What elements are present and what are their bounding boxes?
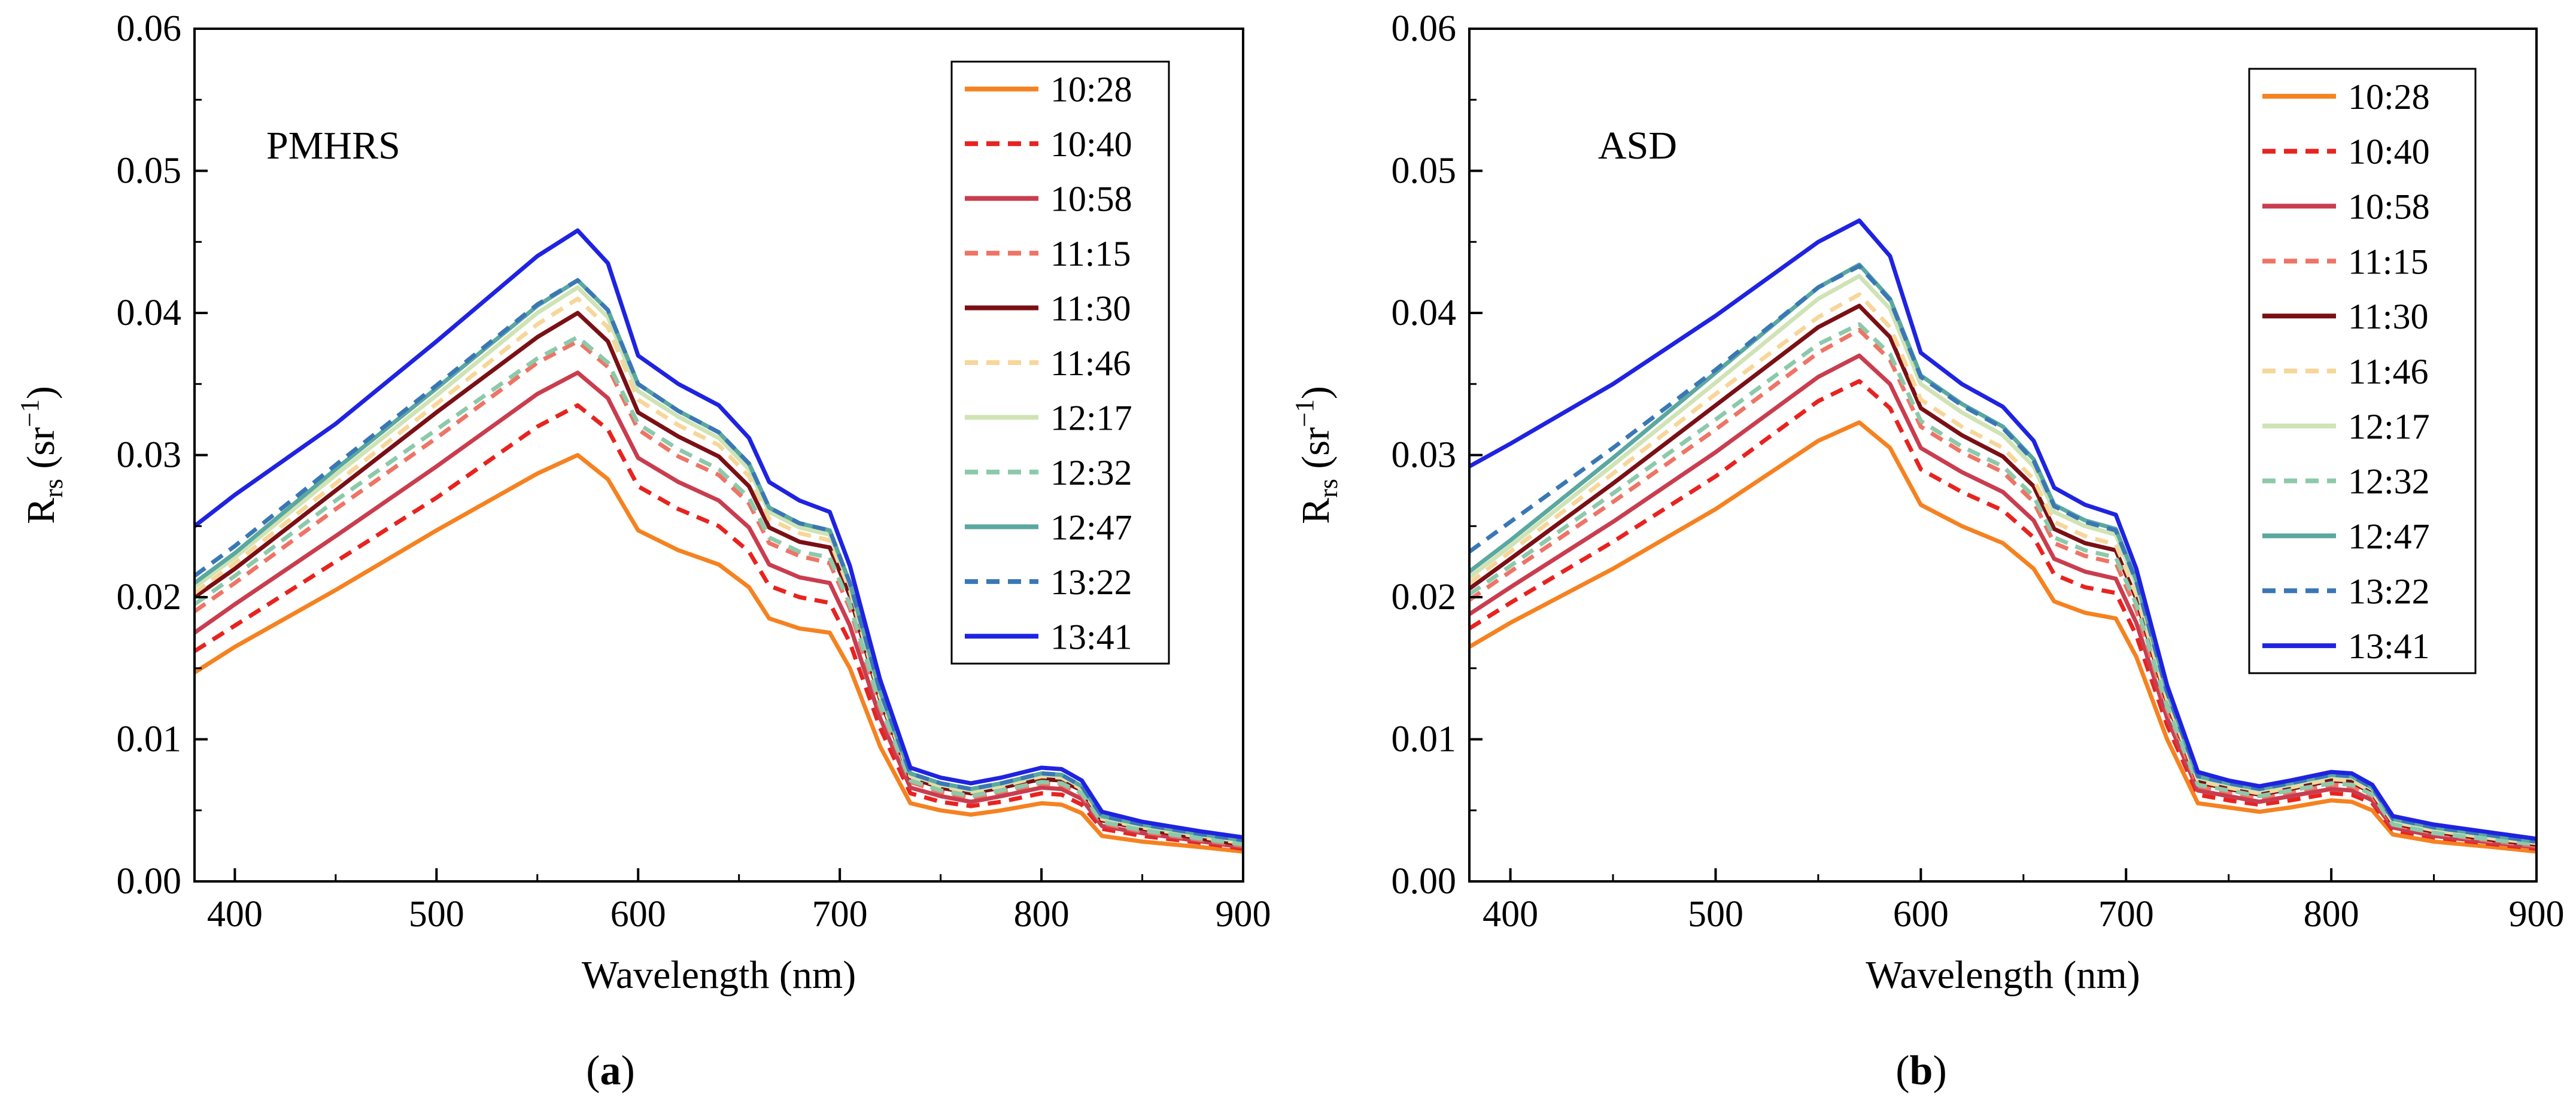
x-tick-label: 900 [2509,894,2565,935]
series-line-1322 [195,278,1243,843]
y-tick-label: 0.00 [117,861,182,902]
instrument-label: ASD [1598,124,1677,168]
legend-label: 10:58 [1050,180,1132,219]
x-tick-label: 700 [2098,894,2154,935]
y-tick-label: 0.06 [1392,8,1457,49]
series-line-1028 [195,453,1243,854]
legend-label: 13:41 [2348,626,2430,666]
y-axis-title: Rrs (sr−1) [1290,386,1343,524]
y-tick-label: 0.03 [1392,435,1457,476]
panel-caption-close: ) [621,1048,635,1094]
panel-caption-letter: b [1910,1048,1933,1094]
legend-label: 10:58 [2348,187,2430,227]
series-line-1341 [195,228,1243,840]
legend-label: 12:32 [2348,462,2430,501]
series-line-1115 [195,339,1243,848]
legend-label: 13:41 [1050,617,1132,656]
x-tick-label: 400 [1483,894,1538,935]
y-axis-title-sub: rs [39,479,68,498]
series-line-1232 [195,334,1243,847]
y-axis-title-unit-close: ) [19,386,63,399]
y-tick-label: 0.01 [1392,719,1457,760]
legend-label: 11:46 [1050,343,1131,383]
chart-panel-b: 400 500 600 700 800 900 0.00 0.01 0.02 0.03 0.04 0.… [1290,8,2565,1094]
x-tick-label: 400 [207,894,263,935]
legend-label: 10:40 [1050,124,1132,164]
legend-label: 12:47 [2348,516,2430,556]
legend-label: 13:22 [2348,571,2430,611]
x-tick-label: 500 [1688,894,1743,935]
legend-label: 12:17 [2348,407,2430,446]
legend-label: 12:32 [1050,453,1132,492]
y-axis-title-unit-sup: −1 [1290,399,1319,427]
series-group [195,228,1243,854]
y-tick-label: 0.05 [1392,151,1457,191]
y-tick-label: 0.00 [1392,861,1457,902]
y-tick-label: 0.01 [117,719,182,760]
legend-label: 11:15 [1050,234,1131,273]
legend-label: 13:22 [1050,562,1132,602]
panel-caption-open: ( [586,1048,600,1094]
series-line-1341 [1469,218,2536,841]
panel-caption-open: ( [1895,1048,1909,1094]
series-line-1058 [195,370,1243,850]
instrument-label: PMHRS [266,124,400,168]
y-axis-title-main: R [1294,498,1338,524]
y-tick-label: 0.04 [1392,293,1457,333]
y-tick-label: 0.02 [1392,577,1457,618]
x-tick-label: 700 [812,894,868,935]
legend-label: 10:28 [1050,70,1132,110]
x-axis-title: Wavelength (nm) [582,953,856,997]
x-tick-label: 600 [1893,894,1949,935]
series-line-1040 [195,403,1243,851]
series-line-1028 [1469,420,2536,854]
series-group [1469,218,2536,854]
legend: 10:28 10:40 10:58 11:15 11:30 11:46 12:17 12:32… [2248,68,2477,674]
legend: 10:28 10:40 10:58 11:15 11:30 11:46 12:17 12:32… [950,60,1170,665]
series-line-1058 [1469,353,2536,850]
legend-frame [950,60,1170,665]
x-tick-label: 500 [409,894,464,935]
panel-caption: (a) [586,1048,635,1094]
series-line-1232 [1469,322,2536,847]
series-line-1146 [1469,292,2536,845]
x-axis-title: Wavelength (nm) [1866,953,2140,997]
y-axis-title-main: R [19,498,63,524]
x-tick-label: 900 [1216,894,1271,935]
y-axis-title-sub: rs [1314,479,1343,498]
y-tick-label: 0.05 [117,151,182,191]
y-tick-label: 0.06 [117,8,182,49]
series-line-1322 [1469,264,2536,844]
panel-caption-letter: a [600,1048,621,1094]
y-axis-title-unit-sup: −1 [15,399,44,427]
y-tick-label: 0.04 [117,293,182,333]
y-axis-title-unit-close: ) [1294,386,1338,399]
y-tick-label: 0.03 [117,435,182,476]
legend-label: 12:47 [1050,507,1132,547]
legend-label: 11:30 [1050,289,1131,329]
y-tick-label: 0.02 [117,577,182,618]
legend-label: 10:40 [2348,132,2430,172]
legend-frame [2248,68,2477,674]
legend-label: 11:15 [2348,242,2428,281]
legend-label: 11:30 [2348,297,2428,336]
series-line-1115 [1469,328,2536,848]
series-line-1040 [1469,379,2536,851]
x-tick-label: 800 [1014,894,1070,935]
x-tick-label: 800 [2304,894,2359,935]
y-axis-title: Rrs (sr−1) [15,386,68,524]
legend-label: 11:46 [2348,352,2428,391]
chart-panel-a: 400 500 600 700 800 900 0.00 0.01 0.02 0.03 0.04 0.… [15,8,1271,1094]
legend-label: 12:17 [1050,398,1132,437]
panel-caption: (b) [1895,1048,1947,1094]
y-axis-title-unit-open: (sr [1294,427,1338,479]
x-tick-label: 600 [610,894,666,935]
legend-label: 10:28 [2348,77,2430,117]
y-axis-title-unit-open: (sr [19,427,63,479]
panel-caption-close: ) [1933,1048,1946,1094]
